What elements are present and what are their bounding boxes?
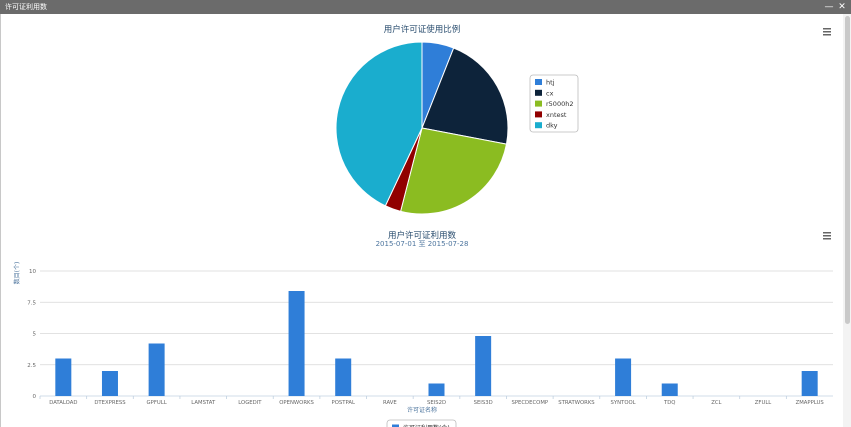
x-tick-label: ZFULL: [755, 400, 772, 406]
bar-chart: 用户许可证利用数 2015-07-01 至 2015-07-28 0 2.5 5 7.…: [13, 230, 833, 427]
legend-swatch: [535, 111, 542, 118]
y-tick-label: 5: [33, 332, 37, 338]
x-tick-label: RAVE: [383, 400, 397, 406]
pie-legend-item[interactable]: r5000h2: [546, 100, 573, 108]
y-tick-label: 2.5: [27, 363, 36, 369]
bar-legend-item[interactable]: 许可证利用数(个): [403, 424, 450, 427]
x-tick-label: SYNTOOL: [611, 400, 636, 406]
x-tick-label: POSTPAL: [332, 400, 355, 406]
legend-swatch: [535, 100, 542, 107]
pie-legend-item[interactable]: htj: [546, 79, 555, 87]
bar-chart-title: 用户许可证利用数: [388, 230, 457, 241]
hamburger-menu-icon[interactable]: [821, 27, 831, 37]
x-tick-label: STRATWORKS: [558, 400, 595, 406]
bar-legend-box: [386, 419, 457, 427]
bar-chart-subtitle: 2015-07-01 至 2015-07-28: [376, 240, 469, 248]
window-title: 许可证利用数: [5, 3, 47, 11]
pie-legend-item[interactable]: dky: [546, 122, 558, 130]
bar-SYNTOOL[interactable]: [615, 358, 632, 397]
bar-SEIS2D[interactable]: [428, 383, 445, 397]
pie-legend: htj cx r5000h2 xntest dky: [529, 74, 579, 133]
x-tick-label: SEIS3D: [474, 400, 493, 406]
window-content: 用户许可证使用比例 htj cx r5000h2 xntest dky 用户许可证利用数…: [0, 14, 851, 427]
pie-legend-item[interactable]: cx: [546, 89, 554, 97]
pie-slice-r5000h2[interactable]: [400, 127, 508, 215]
pie-chart: 用户许可证使用比例 htj cx r5000h2 xntest dky: [335, 24, 831, 215]
pie-legend-item[interactable]: xntest: [546, 111, 567, 119]
close-icon[interactable]: ✕: [838, 2, 846, 12]
scrollbar-thumb[interactable]: [845, 16, 850, 324]
bar-POSTPAL[interactable]: [335, 358, 352, 397]
x-tick-label: SPECDECOMP: [511, 400, 548, 406]
bar-ZMAPPLUS[interactable]: [801, 371, 818, 396]
legend-swatch: [535, 122, 542, 129]
legend-swatch: [535, 89, 542, 96]
x-tick-label: DATALOAD: [49, 400, 77, 406]
pie-slice-dky[interactable]: [335, 41, 423, 207]
hamburger-menu-icon[interactable]: [821, 231, 831, 241]
y-tick-label: 0: [33, 394, 37, 400]
bar-DTEXPRESS[interactable]: [101, 371, 118, 396]
legend-swatch: [535, 79, 542, 85]
x-tick-label: ZMAPPLUS: [796, 400, 825, 406]
bar-GPFULL[interactable]: [148, 343, 165, 397]
x-tick-label: TDQ: [663, 400, 675, 406]
legend-swatch: [392, 424, 399, 427]
x-tick-label: OPENWORKS: [279, 400, 314, 406]
pie-legend-box: [529, 74, 579, 133]
x-tick-label: ZCL: [711, 400, 721, 406]
bar-TDQ[interactable]: [661, 383, 678, 397]
minimize-icon[interactable]: —: [824, 2, 834, 12]
x-tick-label: SEIS2D: [427, 400, 446, 406]
x-tick-label: LAMSTAT: [191, 400, 216, 406]
bar-legend[interactable]: 许可证利用数(个): [386, 419, 457, 427]
pie-slice-cx[interactable]: [421, 47, 509, 145]
x-tick-label: DTEXPRESS: [94, 400, 126, 406]
x-tick-label: LOGEDIT: [238, 400, 262, 406]
y-axis-title: 数目(个): [13, 262, 21, 285]
pie-chart-title: 用户许可证使用比例: [384, 24, 461, 35]
x-axis-title: 许可证名称: [407, 406, 437, 414]
bar-DATALOAD[interactable]: [55, 358, 72, 397]
x-tick-label: GPFULL: [147, 400, 167, 406]
window-titlebar: 许可证利用数 — ✕: [0, 0, 851, 14]
bar-OPENWORKS[interactable]: [288, 291, 305, 396]
bar-SEIS3D[interactable]: [475, 336, 492, 396]
y-tick-label: 10: [29, 269, 36, 275]
y-tick-label: 7.5: [27, 300, 36, 306]
